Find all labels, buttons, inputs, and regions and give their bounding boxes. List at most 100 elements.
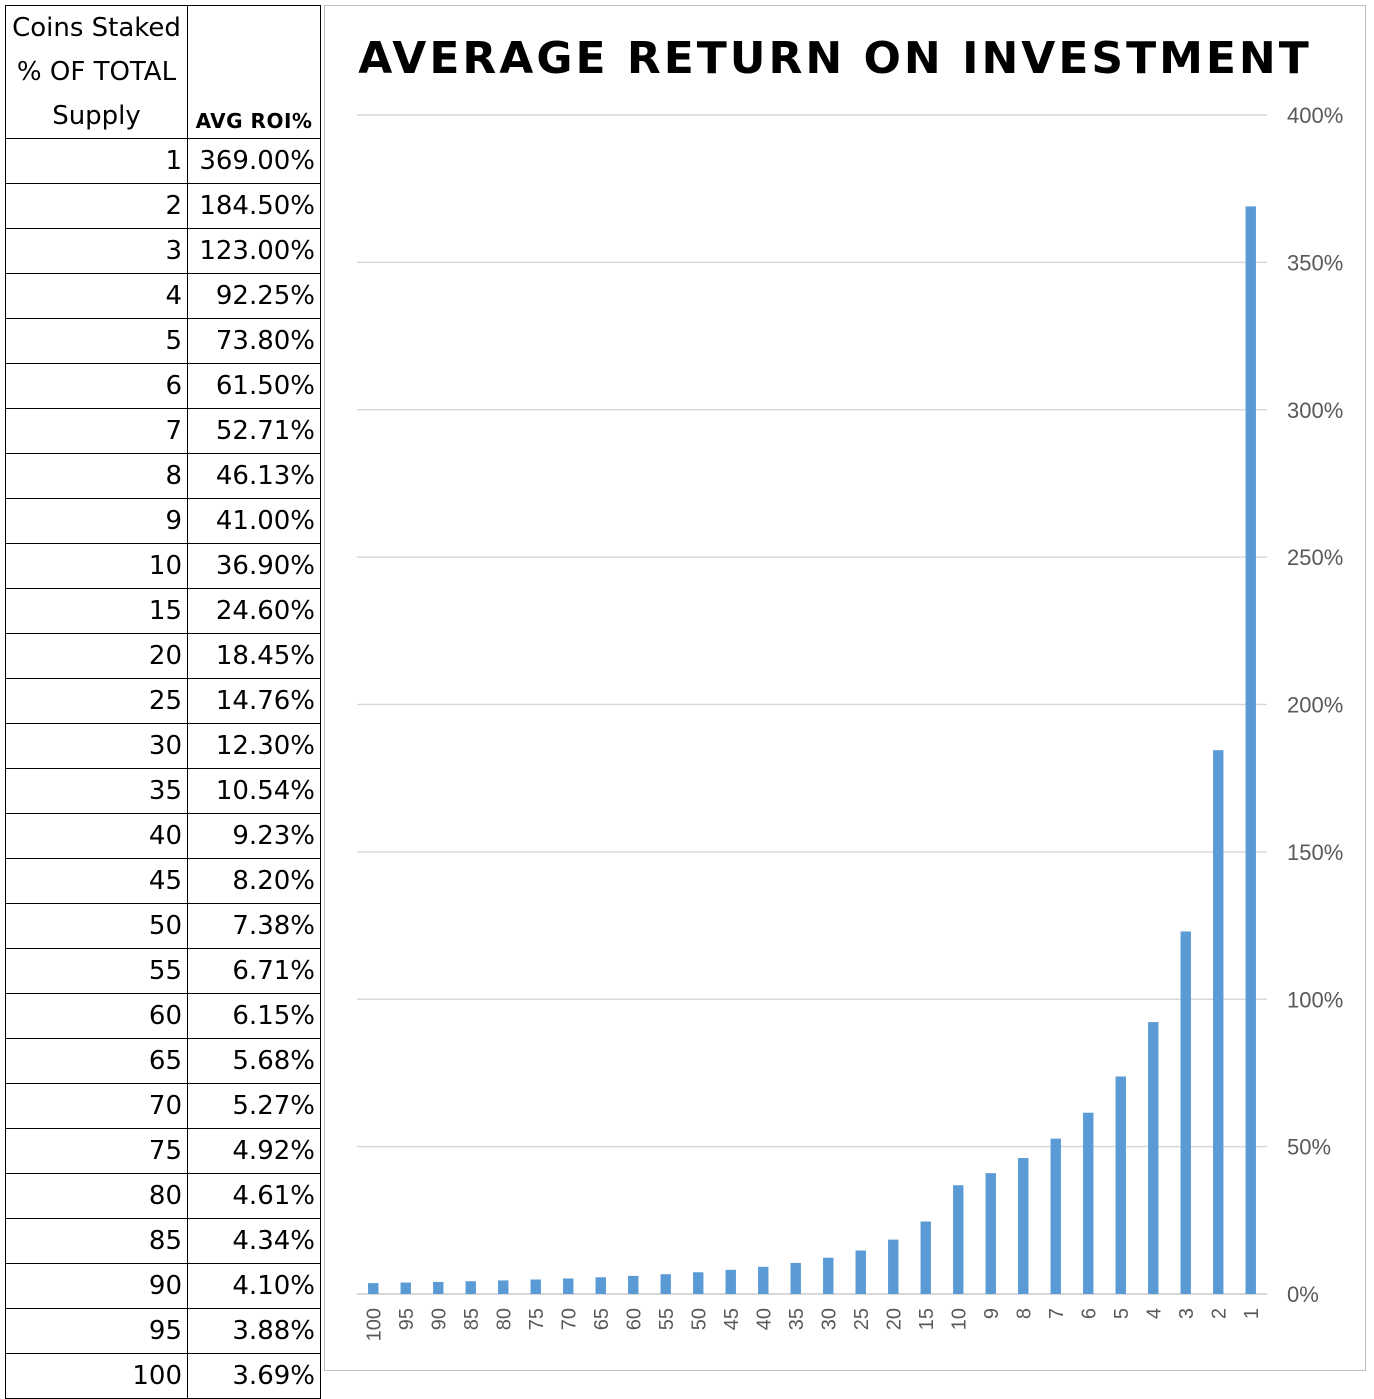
cell-coins-staked: 7 [5,408,188,454]
bar [920,1221,931,1294]
x-tick-label: 15 [916,1308,938,1330]
x-tick-label: 30 [818,1308,840,1330]
table-row: 55 6.71% [5,948,321,994]
table-row: 6 61.50% [5,363,321,409]
table-row: 20 18.45% [5,633,321,679]
cell-avg-roi: 369.00% [187,138,321,184]
table-row: 2 184.50% [5,183,321,229]
table-row: 3 123.00% [5,228,321,274]
bar [1148,1022,1159,1294]
cell-coins-staked: 3 [5,228,188,274]
cell-avg-roi: 9.23% [187,813,321,859]
y-tick-label: 0% [1287,1282,1319,1307]
cell-avg-roi: 8.20% [187,858,321,904]
cell-coins-staked: 2 [5,183,188,229]
cell-coins-staked: 55 [5,948,188,994]
y-tick-label: 400% [1287,103,1343,128]
table-row: 5 73.80% [5,318,321,364]
bar [1213,750,1224,1294]
bar [888,1239,899,1294]
bar [823,1257,834,1294]
bar [465,1281,476,1294]
bar [1050,1138,1061,1294]
cell-avg-roi: 41.00% [187,498,321,544]
bar [530,1279,541,1294]
bar [985,1173,996,1294]
grid-layer [357,114,1267,1295]
bar [790,1262,801,1294]
x-tick-label: 50 [688,1308,710,1330]
bar [433,1281,444,1294]
table-row: 9 41.00% [5,498,321,544]
bar [628,1275,639,1294]
x-tick-label: 2 [1208,1308,1230,1319]
y-tick-label: 150% [1287,840,1343,865]
cell-coins-staked: 50 [5,903,188,949]
x-tick-label: 9 [981,1308,1003,1319]
cell-avg-roi: 6.71% [187,948,321,994]
y-tick-label: 300% [1287,398,1343,423]
cell-coins-staked: 9 [5,498,188,544]
cell-avg-roi: 5.27% [187,1083,321,1129]
chart-panel: AVERAGE RETURN ON INVESTMENT 0% 50% 100% 15… [324,5,1366,1371]
bar [855,1250,866,1294]
bar [400,1282,411,1294]
cell-avg-roi: 73.80% [187,318,321,364]
header-line-1: Coins Staked [12,13,181,43]
cell-coins-staked: 75 [5,1128,188,1174]
cell-coins-staked: 10 [5,543,188,589]
x-tick-label: 6 [1078,1308,1100,1319]
table-row: 30 12.30% [5,723,321,769]
table-row: 80 4.61% [5,1173,321,1219]
table-row: 50 7.38% [5,903,321,949]
bar-layer [368,206,1256,1294]
bar [1018,1158,1029,1294]
cell-coins-staked: 20 [5,633,188,679]
table-row: 45 8.20% [5,858,321,904]
chart-title: AVERAGE RETURN ON INVESTMENT [358,33,1312,84]
x-tick-label: 40 [753,1308,775,1330]
table-row: 65 5.68% [5,1038,321,1084]
cell-avg-roi: 6.15% [187,993,321,1039]
x-tick-label: 100 [363,1308,385,1341]
header-coins-staked: Coins Staked % OF TOTAL Supply [5,5,188,139]
cell-avg-roi: 36.90% [187,543,321,589]
bar [1245,206,1256,1294]
table-row: 40 9.23% [5,813,321,859]
cell-avg-roi: 5.68% [187,1038,321,1084]
bar [368,1283,379,1294]
table-row: 60 6.15% [5,993,321,1039]
table-row: 4 92.25% [5,273,321,319]
x-tick-label: 4 [1143,1308,1165,1319]
cell-avg-roi: 12.30% [187,723,321,769]
y-tick-label: 250% [1287,545,1343,570]
table-row: 75 4.92% [5,1128,321,1174]
x-tick-label: 5 [1111,1308,1133,1319]
x-tick-label: 70 [558,1308,580,1330]
cell-coins-staked: 25 [5,678,188,724]
bar [758,1266,769,1294]
bar [693,1272,704,1294]
cell-avg-roi: 24.60% [187,588,321,634]
table-row: 85 4.34% [5,1218,321,1264]
x-tick-label: 20 [883,1308,905,1330]
cell-avg-roi: 10.54% [187,768,321,814]
cell-coins-staked: 40 [5,813,188,859]
bar [595,1277,606,1294]
x-tick-label: 35 [786,1308,808,1330]
cell-coins-staked: 70 [5,1083,188,1129]
cell-coins-staked: 30 [5,723,188,769]
cell-avg-roi: 3.88% [187,1308,321,1354]
cell-coins-staked: 100 [5,1353,188,1399]
y-tick-label: 350% [1287,250,1343,275]
cell-avg-roi: 46.13% [187,453,321,499]
bar [1083,1112,1094,1294]
table-row: 15 24.60% [5,588,321,634]
data-table: Coins Staked % OF TOTAL Supply AVG ROI% … [5,5,321,1399]
cell-coins-staked: 60 [5,993,188,1039]
x-tick-label: 80 [493,1308,515,1330]
bar [563,1278,574,1294]
cell-avg-roi: 184.50% [187,183,321,229]
bar [1180,931,1191,1294]
cell-coins-staked: 5 [5,318,188,364]
